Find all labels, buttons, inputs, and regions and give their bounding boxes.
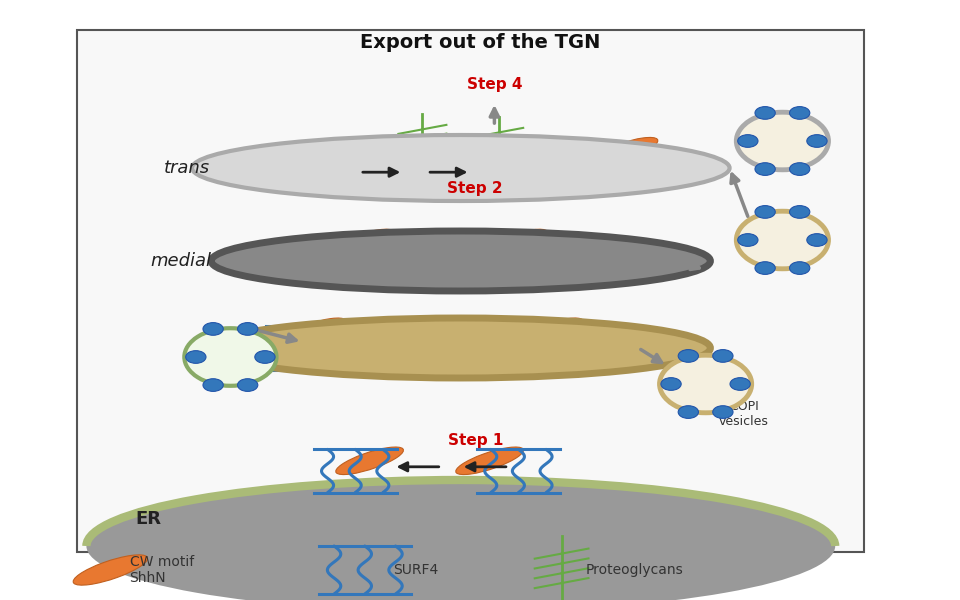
Ellipse shape: [326, 229, 394, 257]
Text: Step 2: Step 2: [447, 181, 503, 196]
Circle shape: [789, 107, 810, 119]
Text: Step 3: Step 3: [663, 367, 719, 383]
Text: COPII
vesicles: COPII vesicles: [191, 349, 241, 377]
Circle shape: [789, 163, 810, 175]
Ellipse shape: [516, 318, 583, 346]
Ellipse shape: [403, 229, 470, 257]
Text: COPI
vesicles: COPI vesicles: [719, 400, 769, 428]
Circle shape: [736, 112, 828, 170]
Circle shape: [203, 379, 224, 391]
Text: Step 1: Step 1: [447, 433, 503, 449]
Circle shape: [712, 350, 733, 362]
Ellipse shape: [456, 447, 523, 475]
Ellipse shape: [86, 480, 835, 600]
Circle shape: [806, 233, 828, 247]
Circle shape: [737, 134, 758, 148]
Circle shape: [789, 206, 810, 218]
Ellipse shape: [590, 137, 658, 165]
Text: trans: trans: [164, 159, 210, 177]
Text: CW motif
ShhN: CW motif ShhN: [130, 555, 194, 585]
Circle shape: [203, 323, 224, 335]
Circle shape: [254, 350, 276, 364]
Text: SURF4: SURF4: [394, 563, 439, 577]
Circle shape: [237, 379, 258, 391]
Ellipse shape: [336, 447, 403, 475]
Circle shape: [730, 377, 751, 391]
Ellipse shape: [357, 318, 424, 346]
Circle shape: [237, 323, 258, 335]
Circle shape: [789, 262, 810, 274]
Ellipse shape: [73, 555, 148, 585]
Circle shape: [736, 211, 828, 269]
Text: medial: medial: [150, 252, 211, 270]
Ellipse shape: [192, 135, 730, 201]
Ellipse shape: [211, 231, 710, 291]
Text: ER: ER: [135, 510, 162, 528]
Circle shape: [678, 350, 699, 362]
FancyBboxPatch shape: [77, 30, 864, 552]
Ellipse shape: [434, 318, 501, 346]
Text: Export out of the TGN: Export out of the TGN: [360, 32, 600, 52]
Ellipse shape: [278, 318, 346, 346]
Circle shape: [712, 406, 733, 418]
Circle shape: [660, 377, 682, 391]
Circle shape: [185, 350, 206, 364]
Ellipse shape: [379, 137, 446, 165]
Ellipse shape: [480, 229, 547, 257]
Circle shape: [678, 406, 699, 418]
Circle shape: [737, 233, 758, 247]
Circle shape: [755, 107, 776, 119]
Text: Proteoglycans: Proteoglycans: [586, 563, 684, 577]
Text: cis: cis: [184, 339, 209, 357]
Circle shape: [755, 206, 776, 218]
Ellipse shape: [504, 137, 571, 165]
Ellipse shape: [211, 318, 710, 378]
Circle shape: [184, 328, 276, 386]
Circle shape: [806, 134, 828, 148]
Circle shape: [660, 355, 752, 413]
Text: Step 4: Step 4: [467, 76, 522, 91]
Ellipse shape: [298, 137, 365, 165]
Circle shape: [755, 163, 776, 175]
Circle shape: [755, 262, 776, 274]
